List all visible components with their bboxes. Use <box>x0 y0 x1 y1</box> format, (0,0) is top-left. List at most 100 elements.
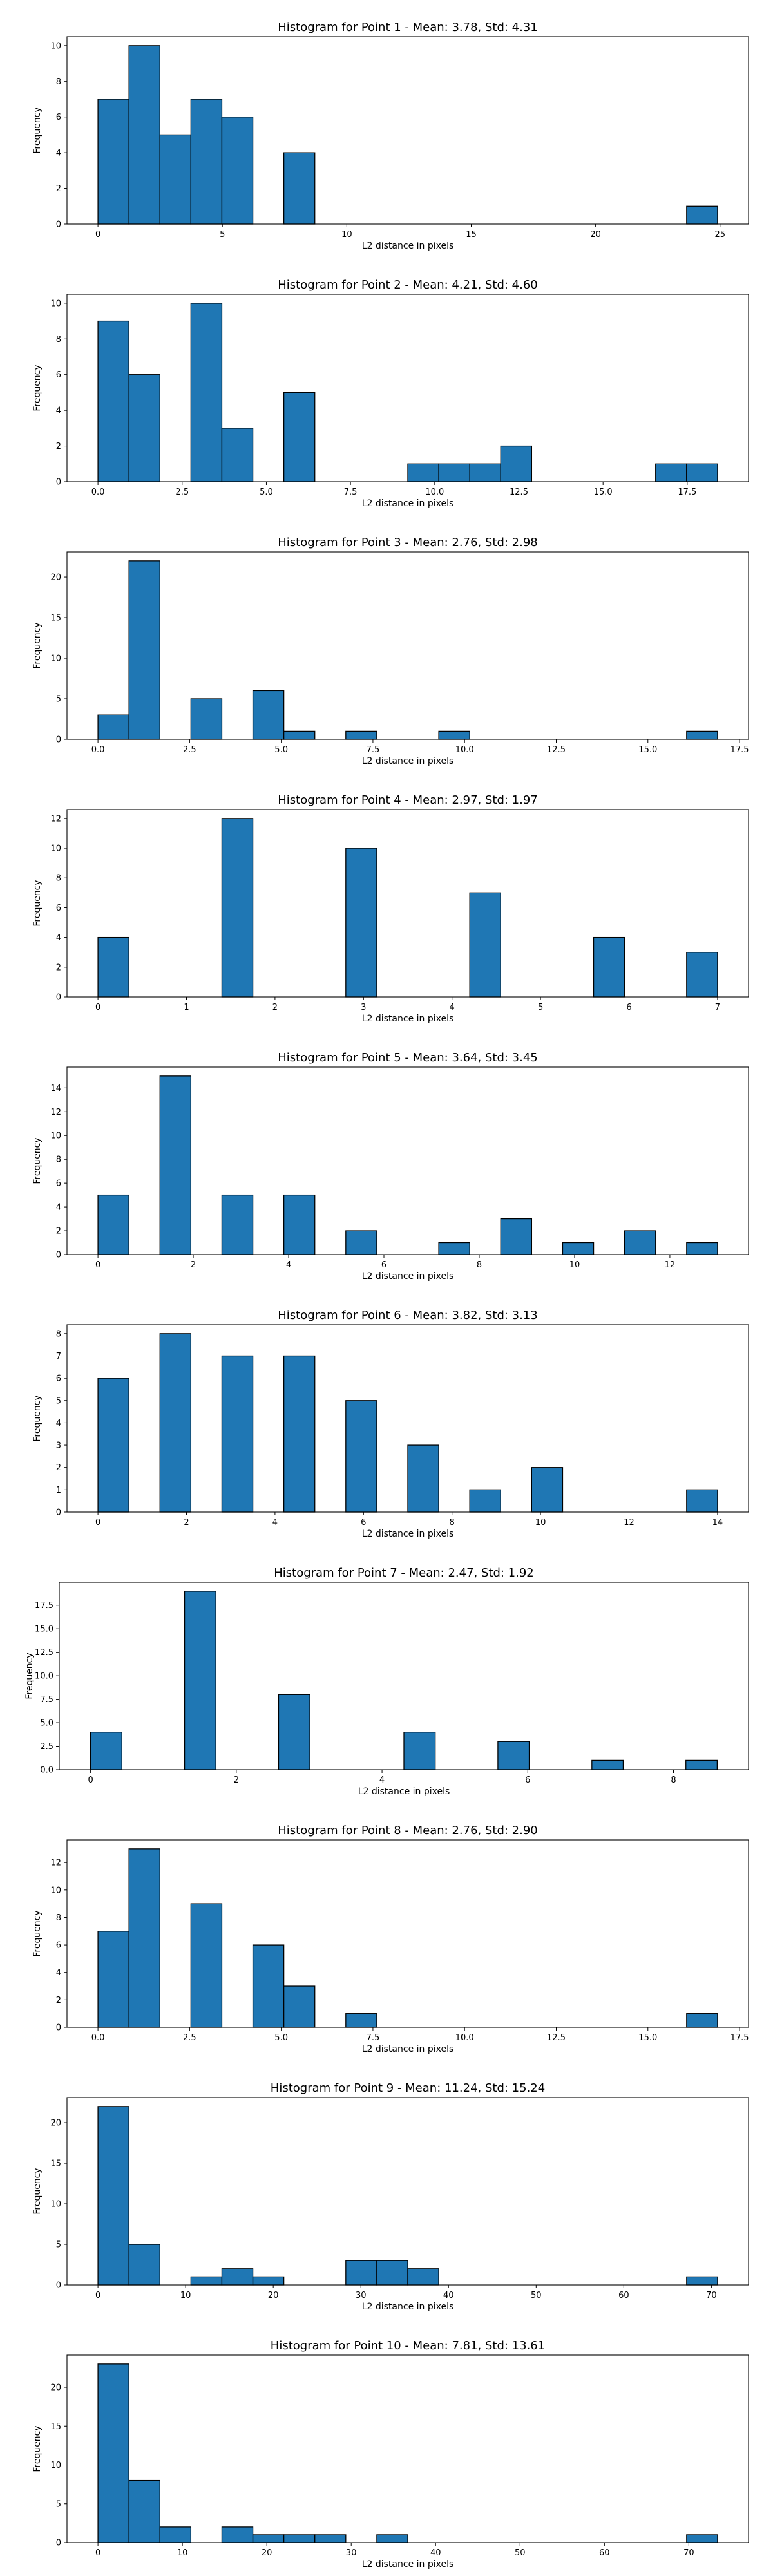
x-tick-label: 4 <box>450 1003 455 1012</box>
chart-title: Histogram for Point 5 - Mean: 3.64, Std:… <box>278 1051 538 1065</box>
y-axis-label: Frequency <box>32 365 43 411</box>
histogram-bar <box>97 936 129 998</box>
x-axis-label: L2 distance in pixels <box>362 2302 454 2312</box>
x-tick-label: 5.0 <box>274 2033 288 2043</box>
x-tick-label: 10.0 <box>425 488 444 497</box>
y-tick-label: 5 <box>56 1396 61 1406</box>
x-tick-label: 10 <box>569 1260 580 1270</box>
histogram-bar <box>403 1732 436 1770</box>
y-tick-label: 3 <box>56 1441 61 1451</box>
y-tick-label: 6 <box>56 113 61 122</box>
x-tick-label: 8 <box>477 1260 482 1270</box>
axes-frame <box>66 809 749 998</box>
histogram-bar <box>500 1218 533 1255</box>
x-tick-label: 14 <box>712 1518 723 1528</box>
y-tick-label: 0 <box>56 993 61 1003</box>
y-tick-label: 8 <box>56 1913 61 1923</box>
histogram-panel-7: Histogram for Point 7 - Mean: 2.47, Std:… <box>24 1566 749 1797</box>
histogram-bar <box>686 952 718 998</box>
x-tick-label: 6 <box>361 1518 366 1528</box>
y-tick-label: 2 <box>56 184 61 194</box>
histogram-bar <box>686 730 718 740</box>
chart-title: Histogram for Point 8 - Mean: 2.76, Std:… <box>278 1824 538 1837</box>
y-tick-label: 4 <box>56 406 61 416</box>
x-tick-label: 15.0 <box>594 488 613 497</box>
x-tick-label: 4 <box>379 1776 385 1785</box>
y-axis-label: Frequency <box>32 622 43 668</box>
histogram-bar <box>283 730 316 740</box>
x-tick-label: 12.5 <box>547 2033 566 2043</box>
histogram-bar <box>686 2013 718 2028</box>
histogram-bar <box>221 2526 254 2543</box>
x-tick-label: 0.0 <box>91 2033 105 2043</box>
chart-title: Histogram for Point 10 - Mean: 7.81, Std… <box>271 2339 545 2353</box>
histogram-bar <box>438 463 470 482</box>
histogram-bar <box>221 428 254 482</box>
x-tick-label: 15 <box>466 230 477 240</box>
y-tick-label: 15 <box>50 2422 61 2432</box>
x-tick-label: 3 <box>361 1003 366 1012</box>
x-tick-label: 0 <box>95 2291 100 2300</box>
y-tick-label: 0 <box>56 2023 61 2033</box>
y-tick-label: 0 <box>56 1251 61 1260</box>
y-tick-label: 17.5 <box>35 1601 53 1611</box>
x-tick-label: 2 <box>234 1776 239 1785</box>
x-tick-label: 0 <box>95 1003 100 1012</box>
chart-title: Histogram for Point 7 - Mean: 2.47, Std:… <box>274 1566 534 1580</box>
y-axis-label: Frequency <box>32 1137 43 1184</box>
histogram-bar <box>97 714 129 740</box>
x-tick-label: 2.5 <box>175 488 189 497</box>
histogram-bar <box>686 205 718 225</box>
x-tick-label: 50 <box>515 2548 526 2558</box>
histogram-panel-2: Histogram for Point 2 - Mean: 4.21, Std:… <box>32 278 749 509</box>
x-tick-label: 7.5 <box>367 745 380 755</box>
x-tick-label: 10 <box>341 230 352 240</box>
histogram-bar <box>283 392 316 482</box>
histogram-bar <box>128 560 160 740</box>
y-tick-label: 2 <box>56 1463 61 1473</box>
x-tick-label: 12 <box>665 1260 676 1270</box>
x-tick-label: 20 <box>268 2291 279 2300</box>
histogram-bar <box>283 1355 316 1513</box>
x-tick-label: 10.0 <box>455 745 474 755</box>
y-tick-label: 10 <box>50 1132 61 1141</box>
x-axis-label: L2 distance in pixels <box>362 1271 454 1282</box>
histogram-bar <box>283 1194 316 1255</box>
histogram-bar <box>128 2244 160 2286</box>
y-tick-label: 0 <box>56 1508 61 1518</box>
histogram-bar <box>97 1194 129 1255</box>
x-tick-label: 6 <box>626 1003 631 1012</box>
y-tick-label: 20 <box>50 2119 61 2128</box>
histogram-bar <box>97 2106 129 2286</box>
histogram-bar <box>686 2534 718 2543</box>
x-tick-label: 10 <box>180 2291 191 2300</box>
histogram-bar <box>190 2276 223 2286</box>
histogram-bar <box>159 2526 192 2543</box>
histogram-bar <box>469 892 501 998</box>
y-tick-label: 0 <box>56 478 61 488</box>
histogram-bar <box>376 2260 408 2286</box>
x-tick-label: 0 <box>95 230 100 240</box>
x-tick-label: 5 <box>220 230 225 240</box>
x-tick-label: 10 <box>535 1518 546 1528</box>
histogram-bar <box>283 152 316 225</box>
y-tick-label: 2 <box>56 1996 61 2005</box>
y-tick-label: 12 <box>50 1859 61 1868</box>
y-tick-label: 8 <box>56 77 61 87</box>
x-axis-label: L2 distance in pixels <box>362 2044 454 2054</box>
x-tick-label: 6 <box>525 1776 530 1785</box>
histogram-bar <box>159 1333 192 1513</box>
x-tick-label: 0 <box>95 1260 100 1270</box>
x-tick-label: 20 <box>262 2548 272 2558</box>
histogram-bar <box>314 2534 347 2543</box>
histogram-bar <box>469 463 501 482</box>
histogram-bar <box>252 2276 285 2286</box>
histogram-bar <box>159 1075 192 1255</box>
y-tick-label: 6 <box>56 1374 61 1384</box>
histogram-bar <box>345 2013 377 2028</box>
histogram-bar <box>252 690 285 740</box>
y-tick-label: 0 <box>56 2539 61 2548</box>
histogram-bar <box>469 1489 501 1513</box>
x-tick-label: 5.0 <box>260 488 273 497</box>
y-tick-label: 8 <box>56 1155 61 1165</box>
